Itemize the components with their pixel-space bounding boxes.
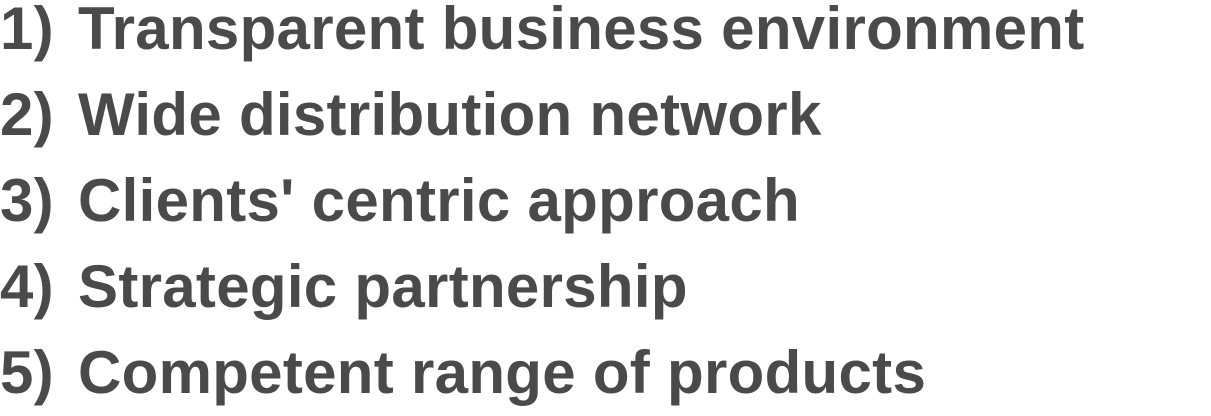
list-item: 2) Wide distribution network: [0, 72, 1211, 158]
list-item: 5) Competent range of products: [0, 330, 1211, 416]
list-item-text: Clients' centric approach: [78, 167, 800, 234]
list-item-number: 1): [0, 0, 54, 62]
list-item: 1) Transparent business environment: [0, 0, 1211, 72]
list-item-text: Competent range of products: [78, 339, 927, 406]
list-item-number: 3): [0, 167, 54, 234]
list-item: 4) Strategic partnership: [0, 244, 1211, 330]
list-item-number: 4): [0, 253, 54, 320]
list-item-text: Strategic partnership: [78, 253, 688, 320]
list-item-number: 5): [0, 339, 54, 406]
list-item-text: Transparent business environment: [78, 0, 1085, 62]
list-item: 3) Clients' centric approach: [0, 158, 1211, 244]
list-item-number: 2): [0, 81, 54, 148]
list-item-text: Wide distribution network: [78, 81, 822, 148]
